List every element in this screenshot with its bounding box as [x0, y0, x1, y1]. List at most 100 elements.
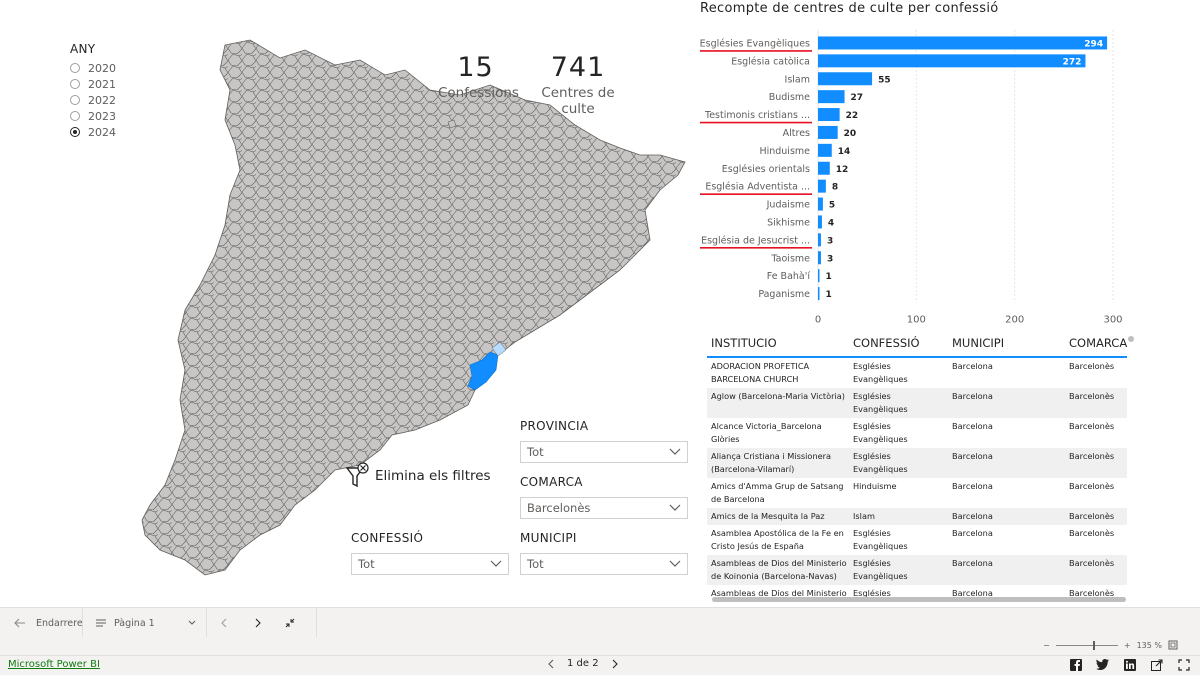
chevron-right-icon[interactable] — [611, 659, 618, 669]
table-cell: Barcelonès — [1069, 528, 1115, 538]
x-tick-label: 0 — [815, 315, 821, 326]
bar[interactable] — [818, 108, 840, 122]
table-cell: Esglésies Evangèliques — [853, 528, 908, 551]
filter-clear-icon — [345, 462, 369, 488]
previous-page-button[interactable] — [220, 608, 228, 638]
data-label: 3 — [827, 254, 833, 264]
radio-button-icon[interactable] — [70, 63, 80, 73]
table-cell: Barcelona — [952, 451, 993, 461]
column-header[interactable]: INSTITUCIO — [711, 336, 777, 350]
kpi-centres-value: 741 — [550, 52, 606, 83]
provincia-dropdown[interactable]: Tot — [520, 441, 688, 463]
bar[interactable] — [818, 233, 821, 247]
provincia-slicer: PROVINCIA Tot — [520, 419, 688, 463]
column-header[interactable]: CONFESSIÓ — [853, 336, 920, 350]
table-cell: Amics de la Mesquita la Paz — [711, 511, 825, 521]
column-header[interactable]: COMARCA — [1069, 336, 1127, 350]
table-cell: Barcelona — [952, 588, 993, 598]
fullscreen-icon[interactable] — [1177, 658, 1190, 671]
fit-page-icon[interactable] — [1168, 640, 1178, 650]
bar[interactable] — [818, 215, 822, 229]
collapse-button[interactable] — [285, 608, 295, 638]
chevron-down-icon — [490, 560, 502, 567]
radio-button-icon[interactable] — [70, 111, 80, 121]
table-cell: Amics d'Amma Grup de Satsang de Barcelon… — [711, 481, 844, 504]
linkedin-icon[interactable] — [1123, 658, 1136, 671]
table-row[interactable]: Asamblea Apostólica de la Fe en Cristo J… — [707, 525, 1127, 555]
bar[interactable] — [818, 269, 820, 283]
table-row[interactable]: Amics de la Mesquita la Paz Islam Barcelon… — [707, 508, 1127, 525]
next-page-button[interactable] — [254, 608, 262, 638]
zoom-out-icon[interactable]: − — [1043, 640, 1050, 650]
table-cell: Asamblea Apostólica de la Fe en Cristo J… — [711, 528, 844, 551]
bar[interactable] — [818, 125, 838, 139]
table-row[interactable]: Alcance Victoria_Barcelona Glòries Esglés… — [707, 418, 1127, 448]
map-adjacent-highlight — [491, 341, 507, 357]
bar[interactable] — [818, 72, 873, 86]
facebook-icon[interactable] — [1069, 658, 1082, 671]
bar[interactable] — [818, 161, 830, 175]
table-cell: Hinduisme — [853, 481, 897, 491]
bar[interactable] — [818, 36, 1108, 50]
comarca-dropdown[interactable]: Barcelonès — [520, 497, 688, 519]
data-label: 294 — [1084, 39, 1103, 49]
kpi-confessions-value: 15 — [457, 52, 494, 83]
table-row[interactable]: ADORACION PROFETICA BARCELONA CHURCH Esgl… — [707, 358, 1127, 388]
institutions-table[interactable]: INSTITUCIO CONFESSIÓ MUNICIPI COMARCA ADORA… — [707, 330, 1127, 602]
year-option-2024[interactable]: 2024 — [70, 124, 116, 140]
table-row[interactable]: Aglow (Barcelona-Maria Victòria) Esglésie… — [707, 388, 1127, 418]
table-row[interactable]: Asambleas de Dios del Ministerio de Koin… — [707, 555, 1127, 585]
kpi-confessions: 15 Confessions — [438, 52, 519, 101]
share-icon[interactable] — [1150, 658, 1163, 671]
year-option-label: 2022 — [88, 93, 116, 107]
confessio-slicer-title: CONFESSIÓ — [351, 531, 424, 545]
category-label: Esglésies Evangèliques — [700, 38, 810, 49]
table-row[interactable]: Aliança Cristiana i Missionera (Barcelon… — [707, 448, 1127, 478]
category-label: Església catòlica — [731, 56, 810, 67]
page-selector[interactable]: Pàgina 1 — [96, 608, 196, 638]
radio-button-icon[interactable] — [70, 95, 80, 105]
radio-button-icon[interactable] — [70, 127, 80, 137]
zoom-slider[interactable] — [1055, 640, 1118, 650]
bar[interactable] — [818, 143, 832, 157]
bar[interactable] — [818, 197, 823, 211]
zoom-in-icon[interactable]: + — [1123, 640, 1131, 650]
arrow-left-icon — [14, 618, 25, 628]
twitter-icon[interactable] — [1096, 658, 1109, 671]
page-navigation-bar: Endarrere Pàgina 1 — [0, 607, 1200, 638]
year-option-2023[interactable]: 2023 — [70, 108, 116, 124]
table-row[interactable]: Amics d'Amma Grup de Satsang de Barcelon… — [707, 478, 1127, 508]
table-header: INSTITUCIO CONFESSIÓ MUNICIPI COMARCA — [707, 330, 1127, 358]
table-cell: ADORACION PROFETICA BARCELONA CHURCH — [711, 361, 810, 384]
catalonia-municipality-map[interactable] — [130, 30, 700, 580]
radio-button-icon[interactable] — [70, 79, 80, 89]
municipi-slicer: MUNICIPI Tot — [520, 531, 688, 575]
table-cell: Barcelonès — [1069, 361, 1115, 371]
bar[interactable] — [818, 287, 820, 301]
year-option-2022[interactable]: 2022 — [70, 92, 116, 108]
confession-bar-chart[interactable]: 0 100 200 300 Esglésies Evangèliques 294 Esglé… — [700, 26, 1130, 326]
year-option-label: 2020 — [88, 61, 116, 75]
back-button[interactable]: Endarrere — [14, 608, 83, 638]
table-cell: Islam — [853, 511, 875, 521]
year-option-2020[interactable]: 2020 — [70, 60, 116, 76]
municipi-dropdown[interactable]: Tot — [520, 553, 688, 575]
data-label: 272 — [1063, 57, 1082, 67]
confessio-slicer: CONFESSIÓ Tot — [351, 531, 509, 575]
bar[interactable] — [818, 179, 826, 193]
table-cell: Barcelonès — [1069, 451, 1115, 461]
table-cell: Barcelonès — [1069, 588, 1115, 598]
bar[interactable] — [818, 90, 845, 104]
clear-filters-button[interactable]: Elimina els filtres — [345, 462, 491, 490]
confessio-dropdown[interactable]: Tot — [351, 553, 509, 575]
column-header[interactable]: MUNICIPI — [952, 336, 1005, 350]
table-horizontal-scrollbar[interactable] — [712, 597, 1126, 602]
year-option-2021[interactable]: 2021 — [70, 76, 116, 92]
pager: 1 de 2 — [548, 658, 618, 669]
data-label: 1 — [826, 290, 832, 300]
power-bi-link[interactable]: Microsoft Power BI — [8, 659, 100, 670]
bar[interactable] — [818, 54, 1086, 68]
chevron-left-icon[interactable] — [548, 659, 555, 669]
table-vertical-scrollbar[interactable] — [1128, 336, 1134, 342]
bar[interactable] — [818, 251, 821, 265]
